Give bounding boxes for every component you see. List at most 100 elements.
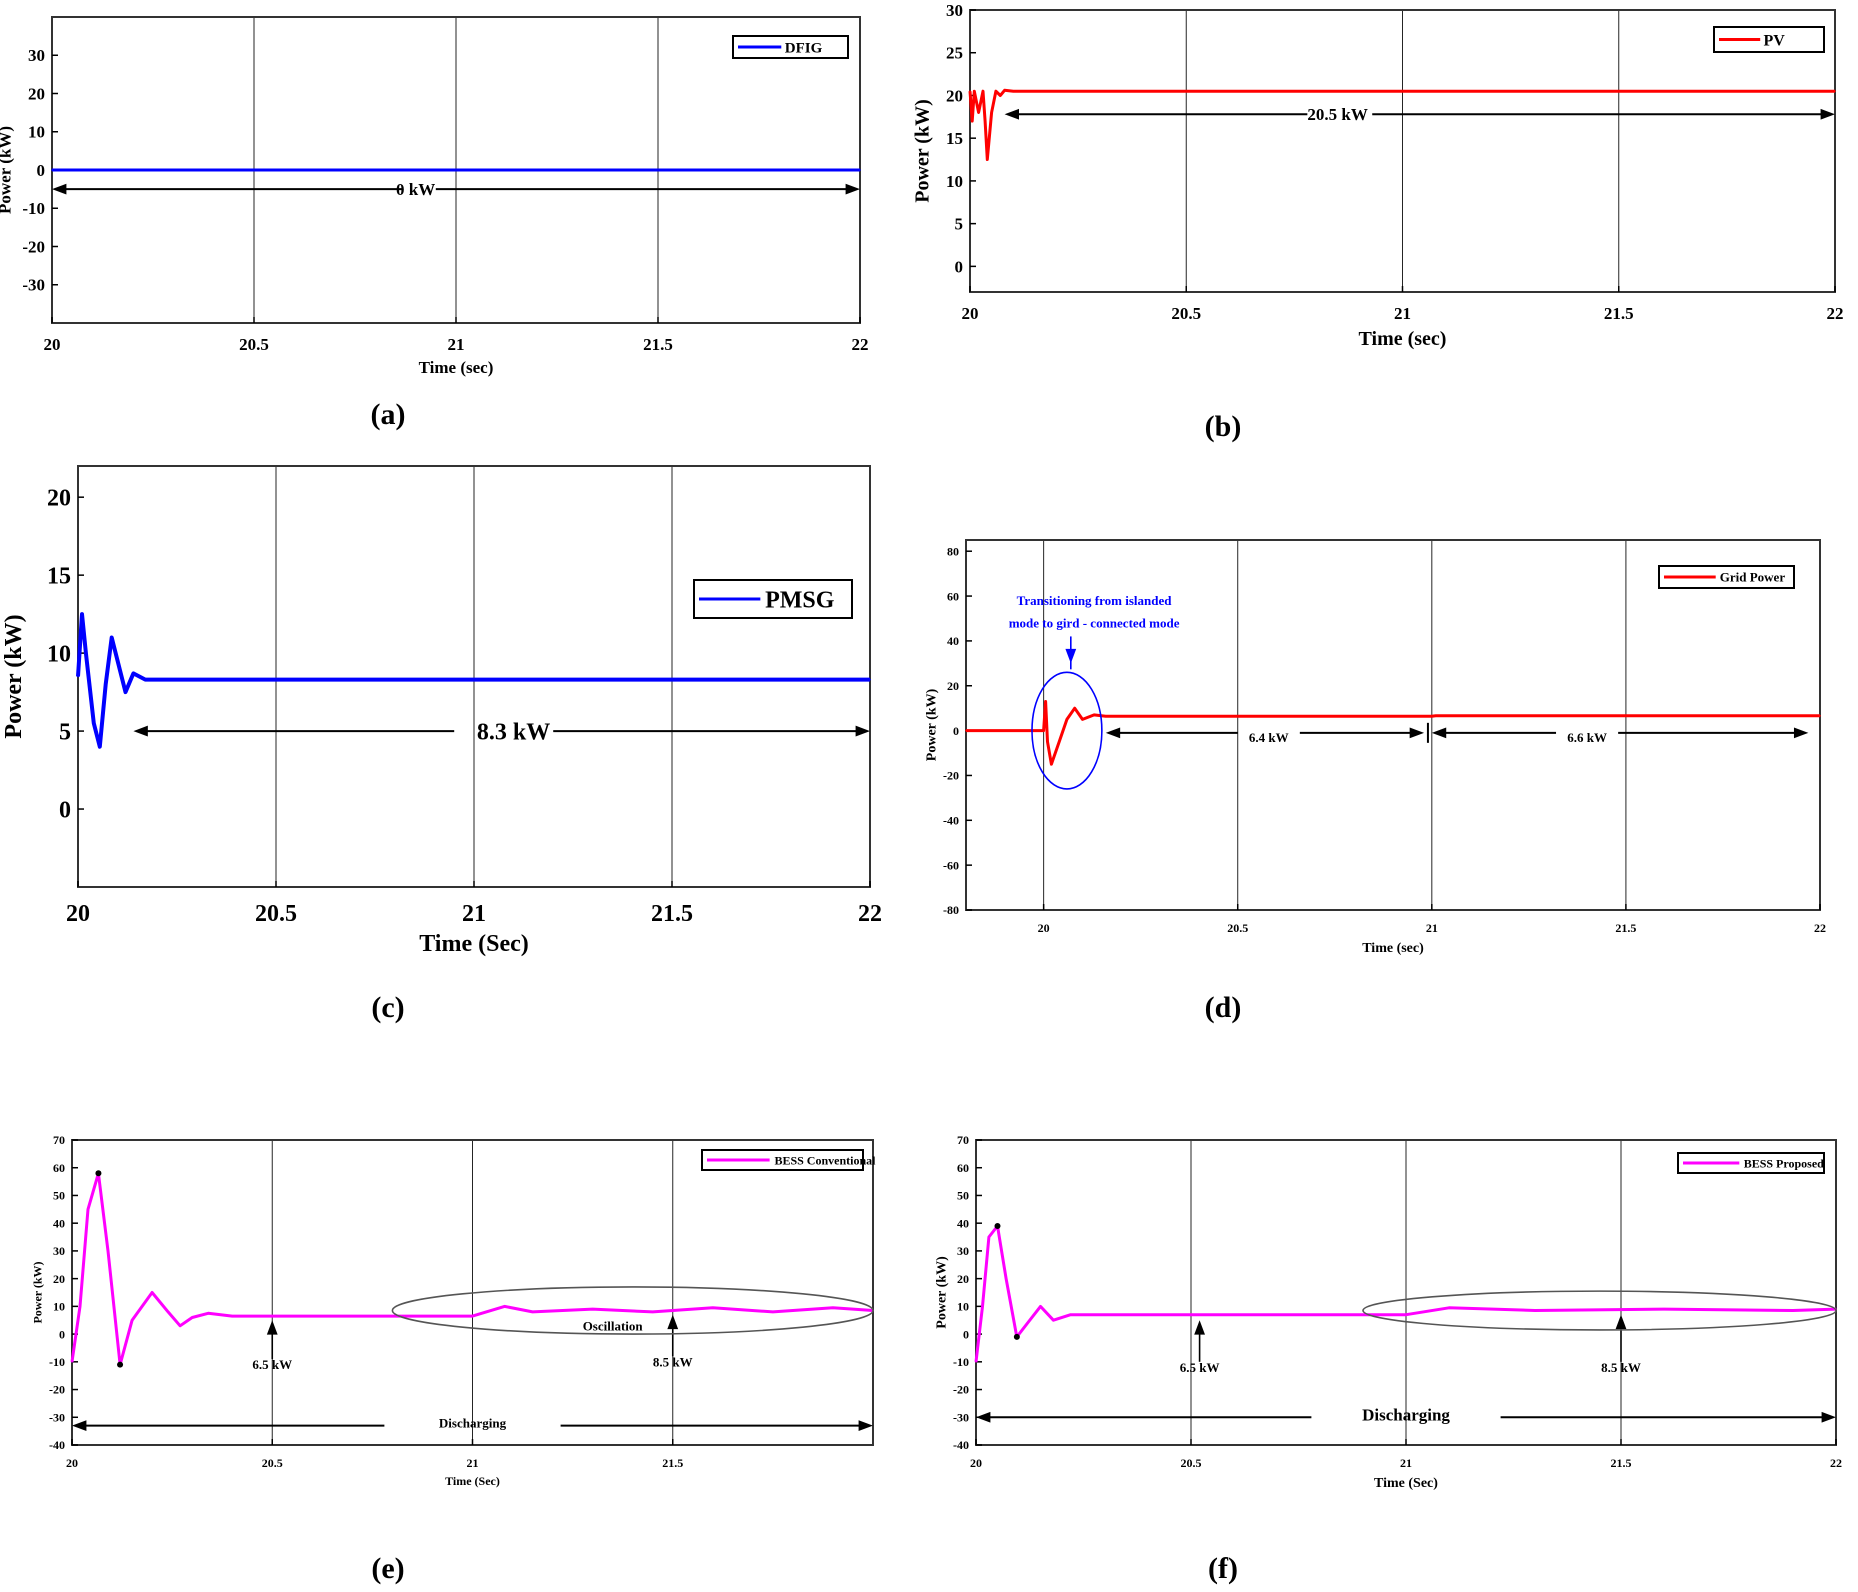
- series-line-bess-proposed: [974, 1224, 1837, 1362]
- data-point: [1046, 741, 1049, 743]
- panel-caption-b: (b): [1204, 410, 1242, 443]
- annotation-label: 6.4 kW: [1249, 730, 1289, 745]
- y-tick-label: 50: [957, 1189, 969, 1203]
- data-point: [87, 1208, 89, 1211]
- highlight-ellipse: [1031, 671, 1103, 790]
- y-tick-label: -10: [953, 1355, 969, 1369]
- data-point: [591, 1308, 594, 1310]
- y-tick-label: 0: [59, 797, 71, 823]
- data-point: [1069, 1313, 1072, 1316]
- y-tick-label: -20: [49, 1383, 65, 1397]
- y-tick-label: 30: [28, 46, 45, 65]
- data-point: [1834, 90, 1836, 92]
- x-tick-label: 21.5: [1611, 1456, 1632, 1470]
- x-tick-label: 20.5: [255, 901, 297, 927]
- data-point: [990, 111, 993, 114]
- y-tick-label: 70: [53, 1133, 65, 1147]
- annotation-label: 6.5 kW: [1180, 1360, 1220, 1375]
- y-tick-label: 0: [955, 257, 964, 276]
- y-axis-label: Power (kW): [31, 1261, 45, 1323]
- data-point: [832, 1306, 834, 1309]
- x-tick-label: 22: [1827, 304, 1844, 323]
- arrow-head: [976, 1411, 991, 1423]
- data-point: [986, 158, 989, 161]
- data-point: [81, 613, 83, 615]
- data-point: [984, 120, 986, 122]
- y-axis-label: Power (kW): [1, 614, 27, 738]
- x-tick-label: 20: [970, 1456, 982, 1470]
- y-tick-label: -20: [22, 237, 45, 256]
- chart-panel-a: 20 20.5 21 21.5 22 30 20 10 0 -10 -20 -30 Time (sec)…: [0, 16, 869, 377]
- data-point: [71, 1361, 73, 1363]
- arrow-head: [1821, 1411, 1836, 1423]
- data-point: [651, 1311, 654, 1313]
- data-point: [1081, 718, 1084, 721]
- legend-label: PV: [1764, 32, 1786, 49]
- y-tick-label: -20: [953, 1383, 969, 1397]
- data-point: [1003, 89, 1006, 92]
- y-tick-label: 15: [946, 129, 963, 148]
- x-tick-label: 22: [852, 335, 869, 354]
- y-tick-label: 40: [53, 1216, 65, 1230]
- annotation-label: 8.5 kW: [653, 1354, 693, 1369]
- data-point: [93, 722, 95, 725]
- data-point: [1042, 729, 1045, 732]
- y-tick-label: -60: [943, 858, 959, 872]
- arrow-head: [845, 183, 860, 195]
- x-axis-label: Time (Sec): [419, 931, 529, 957]
- arrow-head: [1194, 1320, 1205, 1335]
- data-point: [98, 745, 101, 748]
- series-line-bess-conventional: [70, 1171, 874, 1367]
- panel-caption-c: (c): [371, 991, 405, 1024]
- highlight-ellipse: [1362, 1290, 1837, 1331]
- arrow-head: [1793, 727, 1809, 739]
- data-point: [85, 652, 87, 654]
- data-point: [207, 1312, 209, 1315]
- legend-label: PMSG: [765, 588, 835, 614]
- data-point: [1104, 715, 1107, 718]
- data-point: [1066, 718, 1068, 721]
- annotation-label: Transitioning from islanded: [1017, 593, 1173, 608]
- plot-frame: [965, 539, 1821, 911]
- data-point: [981, 1305, 984, 1308]
- data-point: [1792, 1309, 1794, 1312]
- y-tick-label: 40: [947, 634, 959, 648]
- x-tick-label: 22: [1830, 1456, 1842, 1470]
- y-tick-label: -20: [943, 769, 959, 783]
- x-tick-label: 20.5: [1171, 304, 1201, 323]
- annotation-label: 6.6 kW: [1567, 730, 1607, 745]
- y-tick-label: 10: [946, 172, 963, 191]
- annotation-label: 0 kW: [396, 180, 435, 199]
- data-point: [167, 1311, 169, 1313]
- data-point: [1819, 715, 1821, 717]
- y-tick-label: 20: [947, 679, 959, 693]
- x-tick-label: 21.5: [1604, 304, 1634, 323]
- data-point: [969, 90, 971, 92]
- y-tick-label: -40: [49, 1438, 65, 1452]
- legend-label: Grid Power: [1720, 570, 1786, 585]
- chart-panel-f: 20 20.5 21 21.5 22 70 60 50 40 30 20 10 0 -10 -20 -30 -4…: [935, 1133, 1842, 1491]
- y-tick-label: 20: [946, 86, 963, 105]
- data-point: [132, 672, 135, 675]
- data-point: [531, 1311, 534, 1313]
- x-axis-label: Time (Sec): [1374, 1476, 1438, 1491]
- y-tick-label: 70: [957, 1133, 969, 1147]
- x-tick-label: 21: [462, 901, 486, 927]
- y-tick-label: 80: [947, 544, 959, 558]
- data-point: [1093, 714, 1095, 716]
- annotation-label: 8.3 kW: [477, 719, 550, 745]
- y-tick-label: 0: [963, 1327, 969, 1341]
- arrow-head: [855, 725, 870, 737]
- y-tick-label: 5: [955, 215, 964, 234]
- y-tick-label: 60: [957, 1161, 969, 1175]
- data-point: [988, 1236, 990, 1238]
- data-point: [151, 1291, 153, 1294]
- data-point: [1058, 741, 1060, 743]
- data-point: [1405, 1313, 1407, 1316]
- y-axis-label: Power (kW): [935, 1256, 950, 1329]
- arrow-head: [133, 725, 148, 737]
- y-tick-label: -30: [22, 276, 45, 295]
- peak-marker: [95, 1170, 102, 1177]
- annotation-label: Oscillation: [583, 1318, 644, 1333]
- x-axis-label: Time (Sec): [445, 1474, 500, 1488]
